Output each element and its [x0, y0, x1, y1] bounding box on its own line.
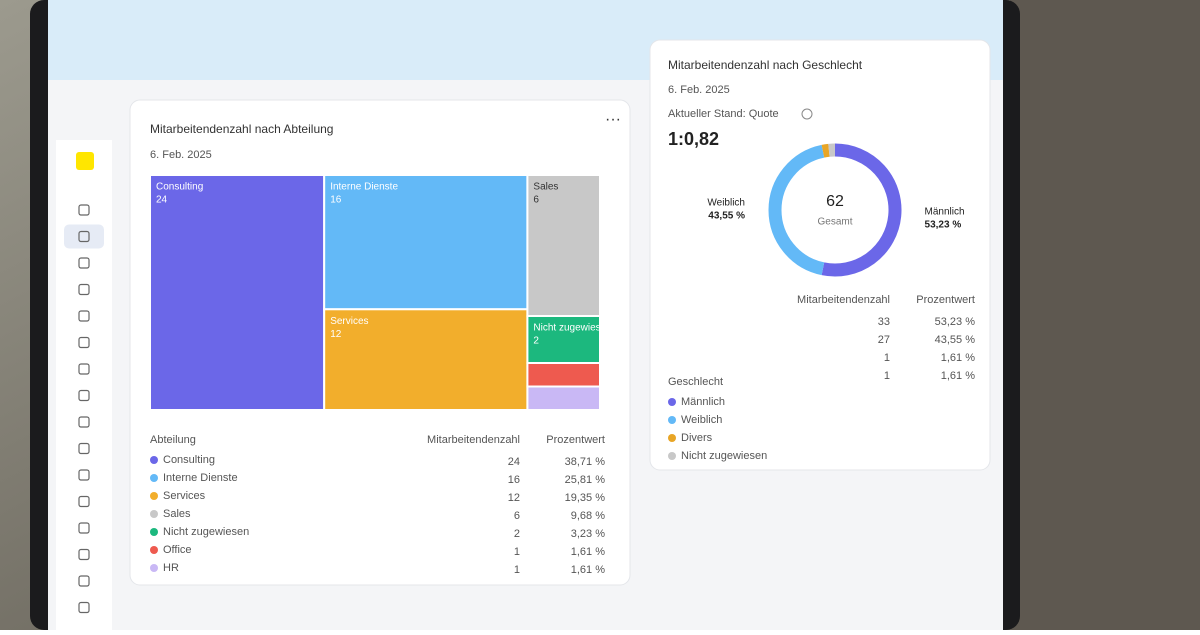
cell-value: 6 — [533, 195, 539, 206]
cell-value: 24 — [156, 195, 168, 206]
cell-label: Sales — [533, 182, 558, 193]
legend-swatch — [668, 416, 676, 424]
table-count: 33 — [878, 316, 890, 328]
donut-total: 62 — [826, 193, 844, 210]
legend-swatch — [150, 492, 158, 500]
card-menu[interactable]: ··· — [605, 111, 621, 128]
kpi-value: 1:0,82 — [668, 129, 719, 149]
card-date: 6. Feb. 2025 — [150, 149, 212, 161]
legend-swatch — [150, 528, 158, 536]
table-count: 1 — [884, 370, 890, 382]
donut-label: Männlich — [925, 207, 965, 218]
donut-percent: 53,23 % — [925, 220, 962, 231]
table-header: Mitarbeitendenzahl — [427, 434, 520, 446]
legend-label: Sales — [163, 508, 191, 520]
donut-segment — [823, 150, 829, 151]
legend-label: HR — [163, 562, 179, 574]
table-percent: 1,61 % — [571, 564, 605, 576]
legend-swatch — [150, 474, 158, 482]
legend-label: Männlich — [681, 396, 725, 408]
table-header: Prozentwert — [546, 434, 605, 446]
table-percent: 1,61 % — [941, 370, 975, 382]
table-count: 24 — [508, 456, 520, 468]
table-percent: 3,23 % — [571, 528, 605, 540]
legend-swatch — [150, 456, 158, 464]
legend-label: Nicht zugewiesen — [681, 450, 767, 462]
table-count: 1 — [514, 564, 520, 576]
table-count: 1 — [884, 352, 890, 364]
legend-label: Office — [163, 544, 192, 556]
logo[interactable] — [76, 152, 94, 170]
donut-total-label: Gesamt — [817, 217, 852, 228]
cell-value: 12 — [330, 329, 342, 340]
table-percent: 1,61 % — [571, 546, 605, 558]
table-count: 6 — [514, 510, 520, 522]
legend-label: Nicht zugewiesen — [163, 526, 249, 538]
cell-label: Services — [330, 316, 368, 327]
active-item — [64, 225, 104, 249]
treemap-cell — [324, 175, 527, 309]
treemap-cell — [150, 175, 324, 410]
card-title: Mitarbeitendenzahl nach Geschlecht — [668, 58, 863, 72]
table-count: 27 — [878, 334, 890, 346]
legend-label: Services — [163, 490, 206, 502]
table-percent: 9,68 % — [571, 510, 605, 522]
legend-swatch — [668, 434, 676, 442]
table-percent: 1,61 % — [941, 352, 975, 364]
legend-swatch — [150, 510, 158, 518]
card-title: Mitarbeitendenzahl nach Abteilung — [150, 122, 333, 136]
stone — [1010, 0, 1200, 630]
table-percent: 43,55 % — [935, 334, 976, 346]
cell-value: 2 — [533, 336, 539, 347]
table-count: 12 — [508, 492, 520, 504]
card-date: 6. Feb. 2025 — [668, 84, 730, 96]
treemap-cell — [527, 363, 600, 387]
table-header: Prozentwert — [916, 294, 975, 306]
table-count: 16 — [508, 474, 520, 486]
legend-label: Consulting — [163, 454, 215, 466]
legend-label: Weiblich — [681, 414, 722, 426]
table-percent: 38,71 % — [565, 456, 606, 468]
legend-swatch — [668, 398, 676, 406]
cell-label: Nicht zugewiesen — [533, 323, 611, 334]
legend-swatch — [668, 452, 676, 460]
table-count: 1 — [514, 546, 520, 558]
table-count: 2 — [514, 528, 520, 540]
legend-title: Geschlecht — [668, 376, 723, 388]
table-percent: 25,81 % — [565, 474, 606, 486]
donut-label: Weiblich — [707, 198, 745, 209]
kpi-label: Aktueller Stand: Quote — [668, 108, 779, 120]
legend-label: Interne Dienste — [163, 472, 238, 484]
cell-label: Consulting — [156, 182, 203, 193]
table-header: Mitarbeitendenzahl — [797, 294, 890, 306]
treemap-cell — [527, 387, 600, 411]
cell-label: Interne Dienste — [330, 182, 398, 193]
legend-swatch — [150, 546, 158, 554]
donut-percent: 43,55 % — [708, 211, 745, 222]
cell-value: 16 — [330, 195, 342, 206]
table-percent: 19,35 % — [565, 492, 606, 504]
legend-label: Divers — [681, 432, 713, 444]
legend-title: Abteilung — [150, 434, 196, 446]
sidebar — [56, 140, 112, 630]
table-percent: 53,23 % — [935, 316, 976, 328]
legend-swatch — [150, 564, 158, 572]
